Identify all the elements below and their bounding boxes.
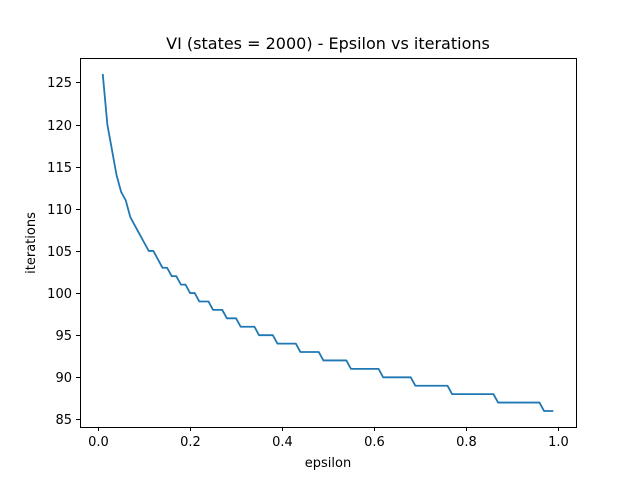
chart-title: VI (states = 2000) - Epsilon vs iteratio… [166,34,490,53]
x-tick-label: 0.8 [456,435,477,450]
y-axis-ticks: 85 90 95 100 105 110 115 120 125 [47,76,80,428]
y-axis-label: iterations [24,212,39,274]
y-tick-label: 90 [55,371,72,386]
x-axis-label: epsilon [305,456,351,471]
y-tick-label: 125 [47,76,72,91]
x-tick-label: 0.6 [364,435,385,450]
plot-area: 0.0 0.2 0.4 0.6 0.8 1.0 85 90 95 100 105 110 115 120… [47,58,577,450]
x-tick-label: 0.0 [88,435,109,450]
plot-frame [80,58,577,428]
y-tick-label: 100 [47,287,72,302]
y-tick-label: 120 [47,119,72,134]
y-tick-label: 110 [47,203,72,218]
y-tick-label: 95 [55,329,72,344]
x-tick-label: 0.4 [272,435,293,450]
x-tick-label: 0.2 [180,435,201,450]
y-tick-label: 115 [47,161,72,176]
y-tick-label: 85 [55,413,72,428]
y-tick-label: 105 [47,245,72,260]
x-tick-label: 1.0 [548,435,569,450]
series-line [101,73,554,412]
x-axis-ticks: 0.0 0.2 0.4 0.6 0.8 1.0 [88,427,569,450]
